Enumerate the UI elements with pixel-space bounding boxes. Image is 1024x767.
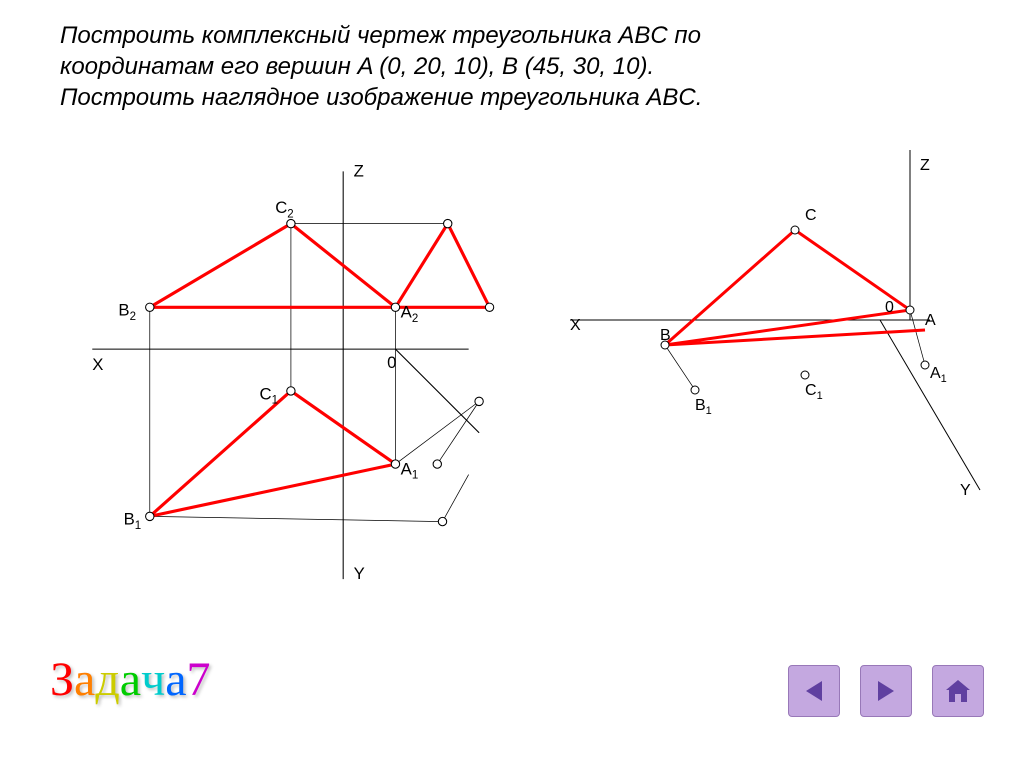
next-button[interactable] [860, 665, 912, 717]
svg-text:C2: C2 [275, 198, 293, 220]
svg-text:X: X [570, 317, 581, 334]
problem-line1: Построить комплексный чертеж треугольник… [60, 20, 984, 51]
svg-text:B1: B1 [695, 397, 712, 417]
prev-button[interactable] [788, 665, 840, 717]
svg-text:C: C [805, 207, 817, 224]
diagram-left: ZXY0A2B2C2A1B1C1 [40, 140, 500, 600]
svg-text:A1: A1 [930, 365, 947, 385]
svg-text:B: B [660, 327, 671, 344]
svg-text:C1: C1 [260, 384, 278, 406]
svg-text:Y: Y [960, 482, 971, 499]
problem-line3: Построить наглядное изображение треуголь… [60, 82, 984, 113]
nav-buttons [788, 665, 984, 717]
home-button[interactable] [932, 665, 984, 717]
diagram-right: Z X Y 0 A B C A1 B1 C1 [540, 150, 1010, 550]
svg-text:Z: Z [354, 162, 364, 181]
svg-text:0: 0 [387, 353, 396, 372]
svg-text:X: X [92, 355, 103, 374]
triangle-left-icon [800, 677, 828, 705]
problem-text: Построить комплексный чертеж треугольник… [60, 20, 984, 114]
svg-text:B2: B2 [118, 301, 136, 323]
svg-text:Z: Z [920, 157, 930, 174]
svg-text:C1: C1 [805, 382, 823, 402]
problem-line2: координатам его вершин A (0, 20, 10), B … [60, 51, 984, 82]
task-label: Задача 7 [50, 652, 211, 707]
diagram-area: ZXY0A2B2C2A1B1C1 ZXY0ABCA1B1C1 [0, 140, 1024, 640]
svg-text:Y: Y [354, 564, 365, 583]
home-icon [943, 676, 973, 706]
triangle-right-icon [872, 677, 900, 705]
svg-text:A: A [925, 312, 936, 329]
svg-text:0: 0 [885, 299, 894, 316]
svg-text:B1: B1 [124, 510, 142, 532]
svg-text:A1: A1 [401, 460, 419, 482]
